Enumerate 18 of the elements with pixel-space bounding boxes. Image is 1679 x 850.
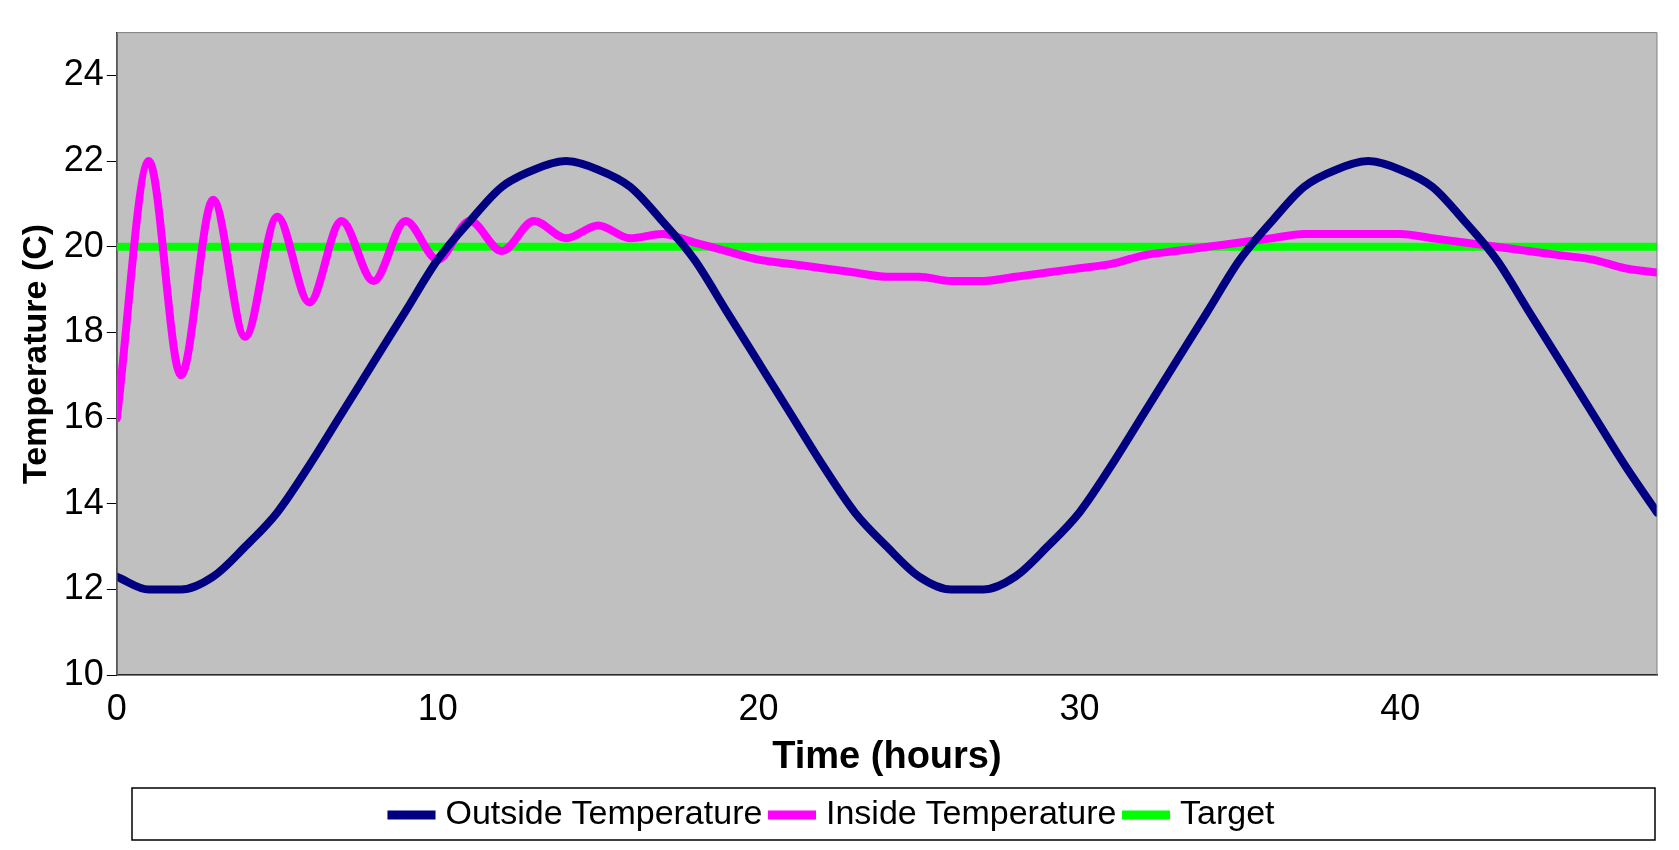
x-axis-title: Time (hours) [772,733,1002,776]
x-tick-label: 10 [417,686,458,728]
y-tick-label: 22 [63,138,104,180]
y-tick-label: 20 [63,223,104,265]
y-tick-label: 16 [63,395,104,437]
legend-label: Outside Temperature [445,793,763,832]
x-tick-label: 0 [106,686,127,728]
y-tick-label: 12 [63,566,104,608]
x-tick-label: 30 [1059,686,1100,728]
y-tick-label: 24 [63,52,104,94]
y-tick-label: 18 [63,309,104,351]
legend-label: Target [1180,793,1276,832]
y-tick-label: 14 [63,480,104,522]
y-tick-label: 10 [63,652,104,694]
x-tick-label: 40 [1380,686,1421,728]
x-tick-label: 20 [738,686,779,728]
y-axis-title: Temperature (C) [14,223,53,484]
legend-label: Inside Temperature [825,793,1117,832]
